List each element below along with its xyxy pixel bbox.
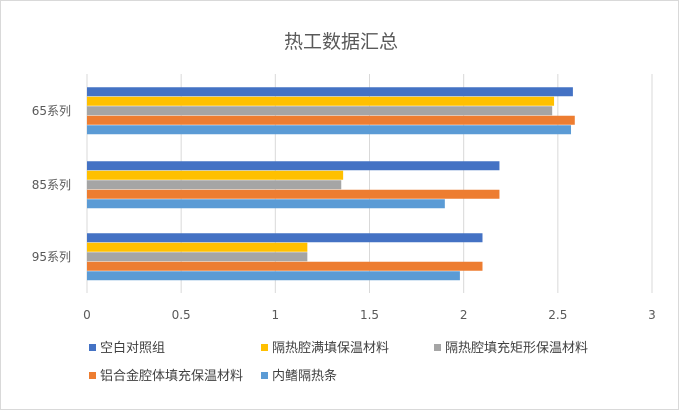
x-tick-label: 0.5 xyxy=(172,308,191,322)
legend-label: 铝合金腔体填充保温材料 xyxy=(100,368,243,384)
bar xyxy=(87,180,342,190)
bar xyxy=(87,261,483,271)
y-tick-label: 85系列 xyxy=(32,178,71,192)
bar xyxy=(87,115,575,125)
bar xyxy=(87,199,445,209)
bar xyxy=(87,161,500,171)
legend-swatch xyxy=(261,372,268,379)
x-tick-label: 0 xyxy=(83,308,91,322)
legend-label: 隔热腔满填保温材料 xyxy=(272,341,389,356)
y-axis-labels: 65系列 85系列 95系列 xyxy=(32,104,71,264)
bar xyxy=(87,87,573,97)
bar xyxy=(87,125,572,135)
x-tick-label: 3 xyxy=(648,308,656,322)
bar xyxy=(87,252,308,262)
y-tick-label: 95系列 xyxy=(32,250,71,264)
bar xyxy=(87,242,308,252)
bar xyxy=(87,96,555,106)
legend-swatch xyxy=(89,344,96,351)
bar xyxy=(87,106,553,116)
x-tick-label: 1.5 xyxy=(360,308,379,322)
bars xyxy=(87,87,575,281)
bar xyxy=(87,189,500,199)
bar xyxy=(87,233,483,243)
legend-label: 空白对照组 xyxy=(100,340,165,356)
x-axis-labels: 0 0.5 1 1.5 2 2.5 3 xyxy=(83,308,656,322)
bar xyxy=(87,271,460,281)
x-tick-label: 1 xyxy=(272,308,280,322)
legend-label: 内鳍隔热条 xyxy=(272,368,337,384)
chart-title: 热工数据汇总 xyxy=(284,31,398,53)
legend-swatch xyxy=(89,372,96,379)
legend-swatch xyxy=(261,344,268,351)
x-tick-label: 2 xyxy=(460,308,468,322)
legend-label: 隔热腔填充矩形保温材料 xyxy=(445,340,588,356)
legend-swatch xyxy=(434,344,441,351)
bar xyxy=(87,170,344,180)
y-tick-label: 65系列 xyxy=(32,104,71,118)
x-tick-label: 2.5 xyxy=(548,308,567,322)
